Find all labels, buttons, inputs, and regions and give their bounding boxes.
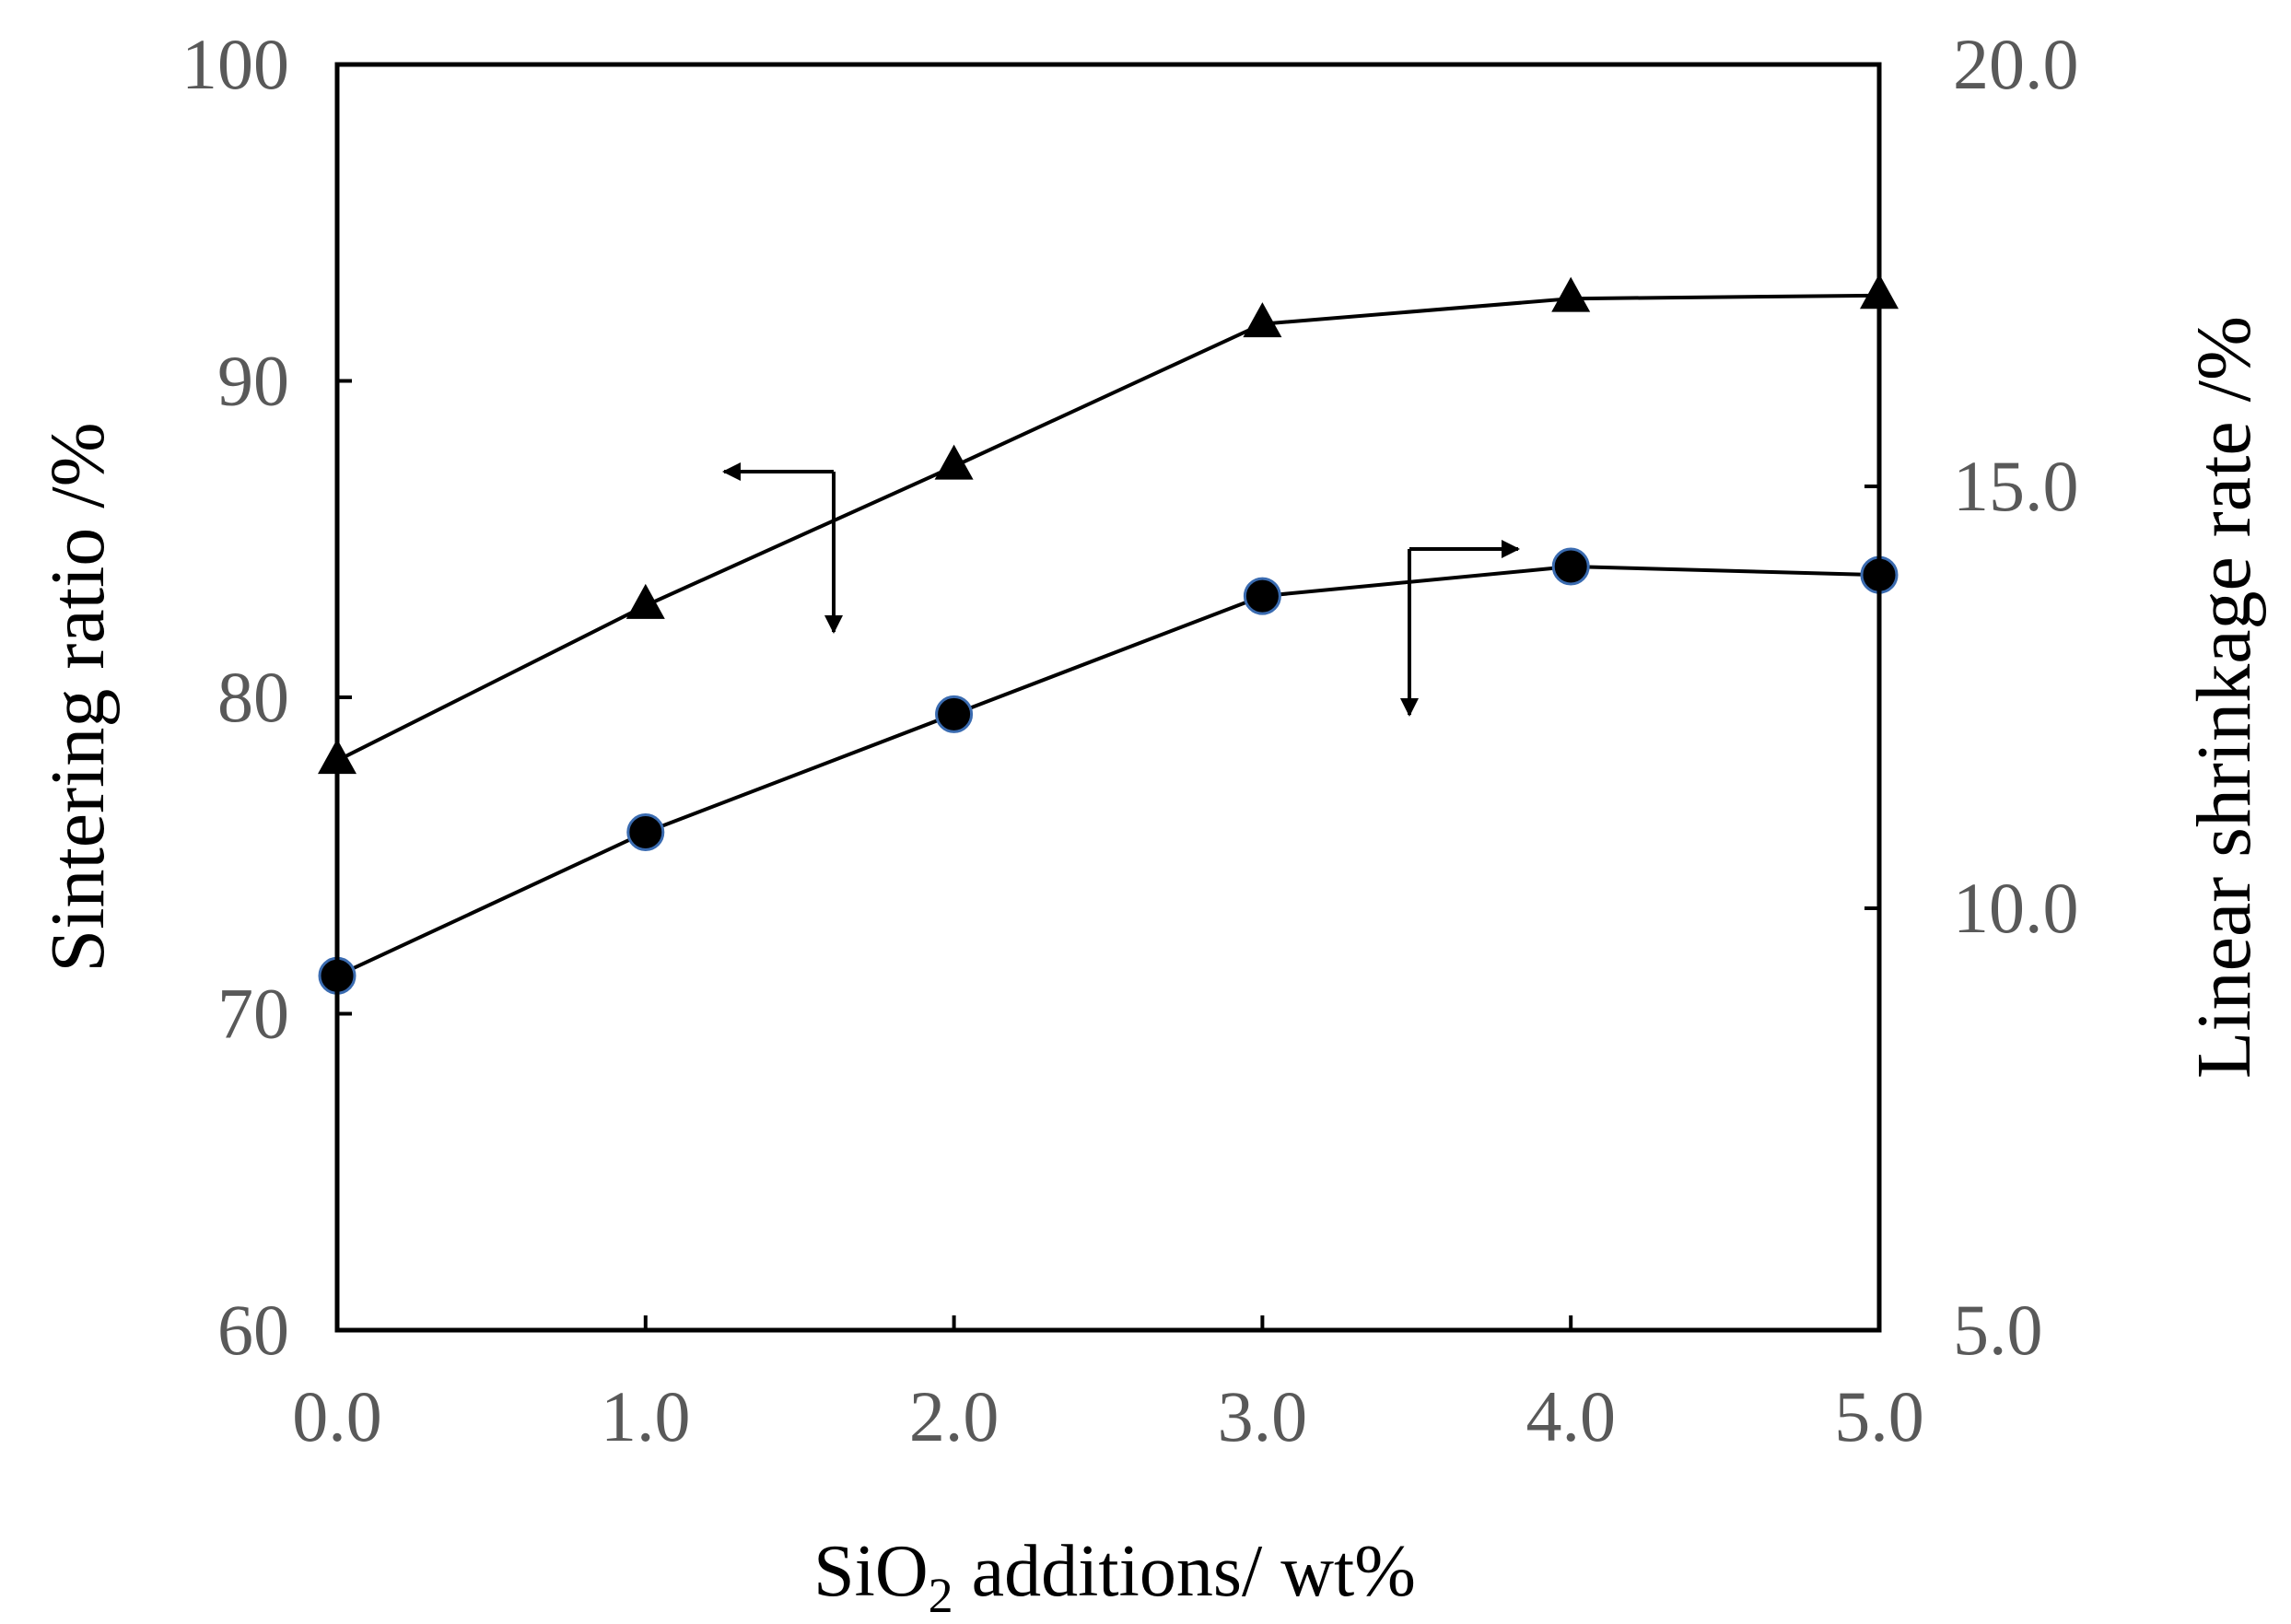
y-right-tick-label: 15.0 — [1953, 446, 2079, 526]
shrinkage-point — [1551, 547, 1590, 586]
y-left-axis-title: Sintering ratio /% — [35, 422, 121, 972]
x-tick-label: 1.0 — [601, 1376, 691, 1456]
shrinkage-series-line — [336, 565, 1880, 978]
sintering-point — [625, 583, 665, 619]
sintering-series-line — [336, 293, 1880, 763]
y-right-axis-title: Linear shrinkage rate /% — [2181, 316, 2267, 1079]
y-right-tick-label: 5.0 — [1953, 1290, 2043, 1370]
sintering-point — [1243, 302, 1282, 338]
y-right-tick-label: 10.0 — [1953, 868, 2079, 948]
y-left-tick-label: 90 — [217, 341, 289, 421]
shrinkage-point — [935, 695, 974, 733]
sintering-point — [1551, 276, 1591, 312]
x-axis-title: SiO2 additions/ wt% — [813, 1531, 1416, 1623]
x-tick-label: 0.0 — [292, 1376, 382, 1456]
x-tick-label: 3.0 — [1218, 1376, 1308, 1456]
y-left-tick-label: 100 — [181, 24, 289, 104]
annotation-layer — [722, 462, 1520, 717]
y-left-tick-label: 80 — [217, 657, 289, 737]
shrinkage-point — [1243, 577, 1281, 615]
x-tick-label: 2.0 — [909, 1376, 999, 1456]
x-tick-label: 5.0 — [1834, 1376, 1924, 1456]
x-tick-label: 4.0 — [1525, 1376, 1616, 1456]
sintering-point — [934, 444, 974, 480]
y-left-tick-label: 60 — [217, 1290, 289, 1370]
plot-frame — [334, 62, 1882, 1333]
ticks-layer: 60 70 80 90 100 5.0 10.0 15.0 20.0 0.0 1.0 2.0 3.0 4.… — [181, 24, 2079, 1456]
series-layer — [318, 274, 1899, 995]
y-left-tick-label: 70 — [217, 974, 289, 1054]
y-right-tick-label: 20.0 — [1953, 24, 2079, 104]
shrinkage-point — [626, 813, 665, 852]
